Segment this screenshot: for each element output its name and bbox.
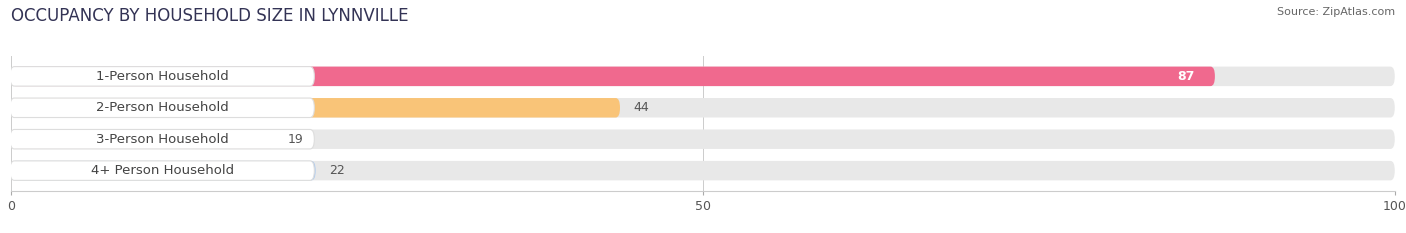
FancyBboxPatch shape xyxy=(11,161,315,180)
FancyBboxPatch shape xyxy=(11,161,1395,180)
FancyBboxPatch shape xyxy=(10,67,315,86)
Text: 87: 87 xyxy=(1177,70,1194,83)
Text: 1-Person Household: 1-Person Household xyxy=(97,70,229,83)
Text: 19: 19 xyxy=(288,133,304,146)
FancyBboxPatch shape xyxy=(11,130,1395,149)
Text: OCCUPANCY BY HOUSEHOLD SIZE IN LYNNVILLE: OCCUPANCY BY HOUSEHOLD SIZE IN LYNNVILLE xyxy=(11,7,409,25)
FancyBboxPatch shape xyxy=(10,130,315,149)
FancyBboxPatch shape xyxy=(11,67,1395,86)
FancyBboxPatch shape xyxy=(11,67,1215,86)
FancyBboxPatch shape xyxy=(10,161,315,180)
FancyBboxPatch shape xyxy=(11,98,1395,117)
FancyBboxPatch shape xyxy=(11,130,274,149)
Text: 2-Person Household: 2-Person Household xyxy=(97,101,229,114)
FancyBboxPatch shape xyxy=(11,98,620,117)
FancyBboxPatch shape xyxy=(10,98,315,117)
Text: 3-Person Household: 3-Person Household xyxy=(97,133,229,146)
Text: 44: 44 xyxy=(634,101,650,114)
Text: 22: 22 xyxy=(329,164,346,177)
Text: Source: ZipAtlas.com: Source: ZipAtlas.com xyxy=(1277,7,1395,17)
Text: 4+ Person Household: 4+ Person Household xyxy=(91,164,235,177)
